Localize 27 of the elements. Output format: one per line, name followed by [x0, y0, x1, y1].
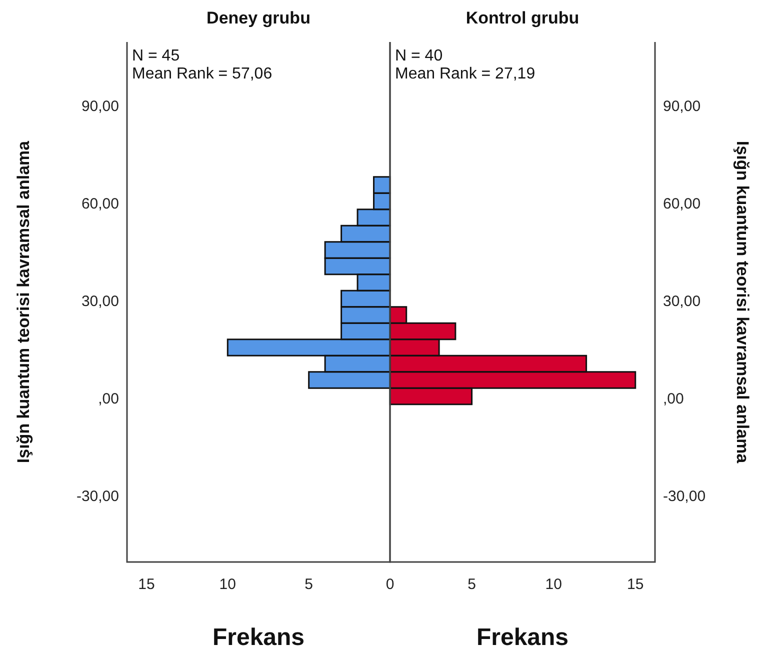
y-axis-title: Işığn kuantum teorisi kavramsal anlama: [14, 140, 33, 464]
y-tick-label: 60,00: [663, 196, 701, 213]
y-tick-label: 30,00: [663, 293, 701, 310]
x-tick-label: 15: [627, 576, 644, 594]
x-tick-label: 15: [138, 576, 155, 594]
annotation: N = 40: [395, 47, 443, 64]
chart-title: Deney grubu: [206, 8, 310, 28]
annotation: Mean Rank = 27,19: [395, 65, 536, 82]
chart-title: Kontrol grubu: [466, 8, 580, 28]
y-tick-label: 30,00: [81, 293, 119, 310]
y-tick-label: 90,00: [81, 98, 119, 116]
x-axis-title: Frekans: [212, 624, 305, 652]
y-tick-label: 90,00: [663, 98, 701, 116]
annotation: N = 45: [132, 47, 180, 64]
annotation: Mean Rank = 57,06: [132, 65, 272, 82]
x-axis-title: Frekans: [476, 624, 569, 652]
y-tick-label: ,00: [663, 390, 684, 408]
y-axis-title: Işığn kuantum teorisi kavramsal anlama: [733, 140, 752, 464]
y-tick-label: -30,00: [663, 488, 706, 506]
x-tick-label: 5: [304, 576, 313, 594]
x-tick-label: 0: [386, 576, 394, 594]
x-tick-label: 10: [545, 576, 562, 594]
y-tick-label: -30,00: [76, 488, 119, 506]
y-tick-label: ,00: [98, 390, 119, 408]
x-tick-label: 10: [219, 576, 236, 594]
x-tick-label: 5: [468, 576, 476, 594]
y-tick-label: 60,00: [81, 196, 119, 213]
